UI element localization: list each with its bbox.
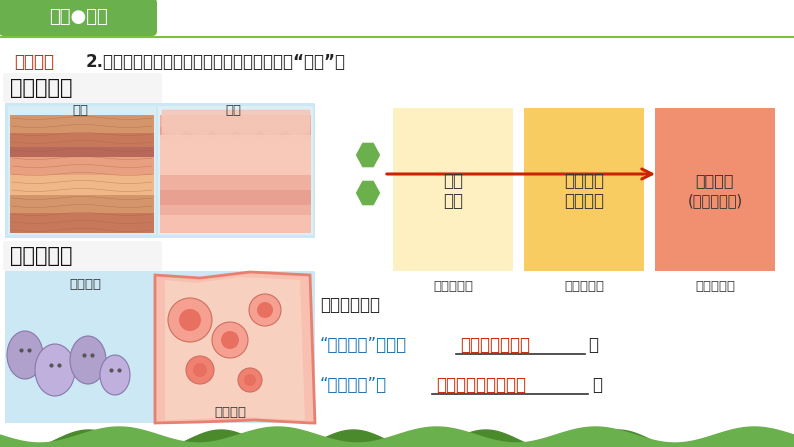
Bar: [10, 115, 154, 133]
Circle shape: [193, 363, 207, 377]
Polygon shape: [155, 272, 315, 423]
Circle shape: [257, 302, 273, 318]
Text: 第一道防线: 第一道防线: [10, 78, 72, 98]
Text: 皮肤: 皮肤: [443, 172, 463, 190]
Bar: [10, 147, 154, 157]
Ellipse shape: [35, 344, 75, 396]
Text: 黏膜: 黏膜: [225, 104, 241, 117]
Text: 众多的淋巴细胞: 众多的淋巴细胞: [460, 336, 530, 354]
Bar: [160, 115, 311, 127]
Bar: [10, 133, 154, 147]
Circle shape: [249, 294, 281, 326]
Text: (特异性免疫): (特异性免疫): [688, 194, 742, 208]
Text: “作战部队”主要是: “作战部队”主要是: [320, 336, 407, 354]
FancyBboxPatch shape: [5, 271, 315, 423]
Text: 黏膜: 黏膜: [443, 192, 463, 210]
FancyBboxPatch shape: [393, 108, 513, 271]
Circle shape: [244, 374, 256, 386]
Text: 皮肤: 皮肤: [72, 104, 88, 117]
Ellipse shape: [70, 336, 106, 384]
Circle shape: [212, 322, 248, 358]
Circle shape: [168, 298, 212, 342]
Text: 杀菌物质: 杀菌物质: [564, 172, 604, 190]
Text: 吞噬细胞: 吞噬细胞: [564, 192, 604, 210]
Bar: [10, 157, 154, 175]
Bar: [160, 205, 311, 215]
FancyBboxPatch shape: [655, 108, 775, 271]
Text: 第二道防线: 第二道防线: [10, 246, 72, 266]
Text: 问题●探讨: 问题●探讨: [48, 8, 107, 26]
Text: “作战方式”是: “作战方式”是: [320, 376, 387, 394]
Text: 2.当病原体突破机体的前两道防线，机体如何“作战”？: 2.当病原体突破机体的前两道防线，机体如何“作战”？: [86, 53, 346, 71]
Circle shape: [179, 309, 201, 331]
Circle shape: [186, 356, 214, 384]
Circle shape: [221, 331, 239, 349]
Text: 第一道防线: 第一道防线: [433, 281, 473, 294]
Bar: [10, 195, 154, 213]
Text: 。: 。: [592, 376, 602, 394]
Ellipse shape: [100, 355, 130, 395]
FancyBboxPatch shape: [158, 106, 313, 235]
FancyBboxPatch shape: [0, 0, 157, 36]
Circle shape: [238, 368, 262, 392]
Text: 。: 。: [588, 336, 598, 354]
Text: 【思考】: 【思考】: [14, 53, 54, 71]
Bar: [10, 213, 154, 233]
FancyBboxPatch shape: [8, 106, 156, 235]
Bar: [10, 175, 154, 195]
FancyBboxPatch shape: [3, 241, 162, 271]
Text: 杀菌物质: 杀菌物质: [69, 278, 101, 291]
Polygon shape: [355, 142, 381, 168]
Bar: [160, 190, 311, 205]
FancyBboxPatch shape: [5, 103, 315, 238]
Text: 第三道防线：: 第三道防线：: [320, 296, 380, 314]
FancyBboxPatch shape: [524, 108, 644, 271]
Polygon shape: [165, 277, 305, 420]
Bar: [160, 175, 311, 190]
Text: 体液免疫和细胞免疫: 体液免疫和细胞免疫: [436, 376, 526, 394]
FancyBboxPatch shape: [3, 73, 162, 103]
Text: 第二道防线: 第二道防线: [564, 281, 604, 294]
Ellipse shape: [7, 331, 43, 379]
Text: 第三道防线: 第三道防线: [695, 281, 735, 294]
Text: 淋巴细胞: 淋巴细胞: [696, 173, 734, 189]
Bar: [160, 135, 311, 175]
Bar: [160, 215, 311, 233]
Bar: [160, 127, 311, 135]
Text: 吞噬细胞: 吞噬细胞: [214, 406, 246, 419]
Polygon shape: [355, 180, 381, 206]
